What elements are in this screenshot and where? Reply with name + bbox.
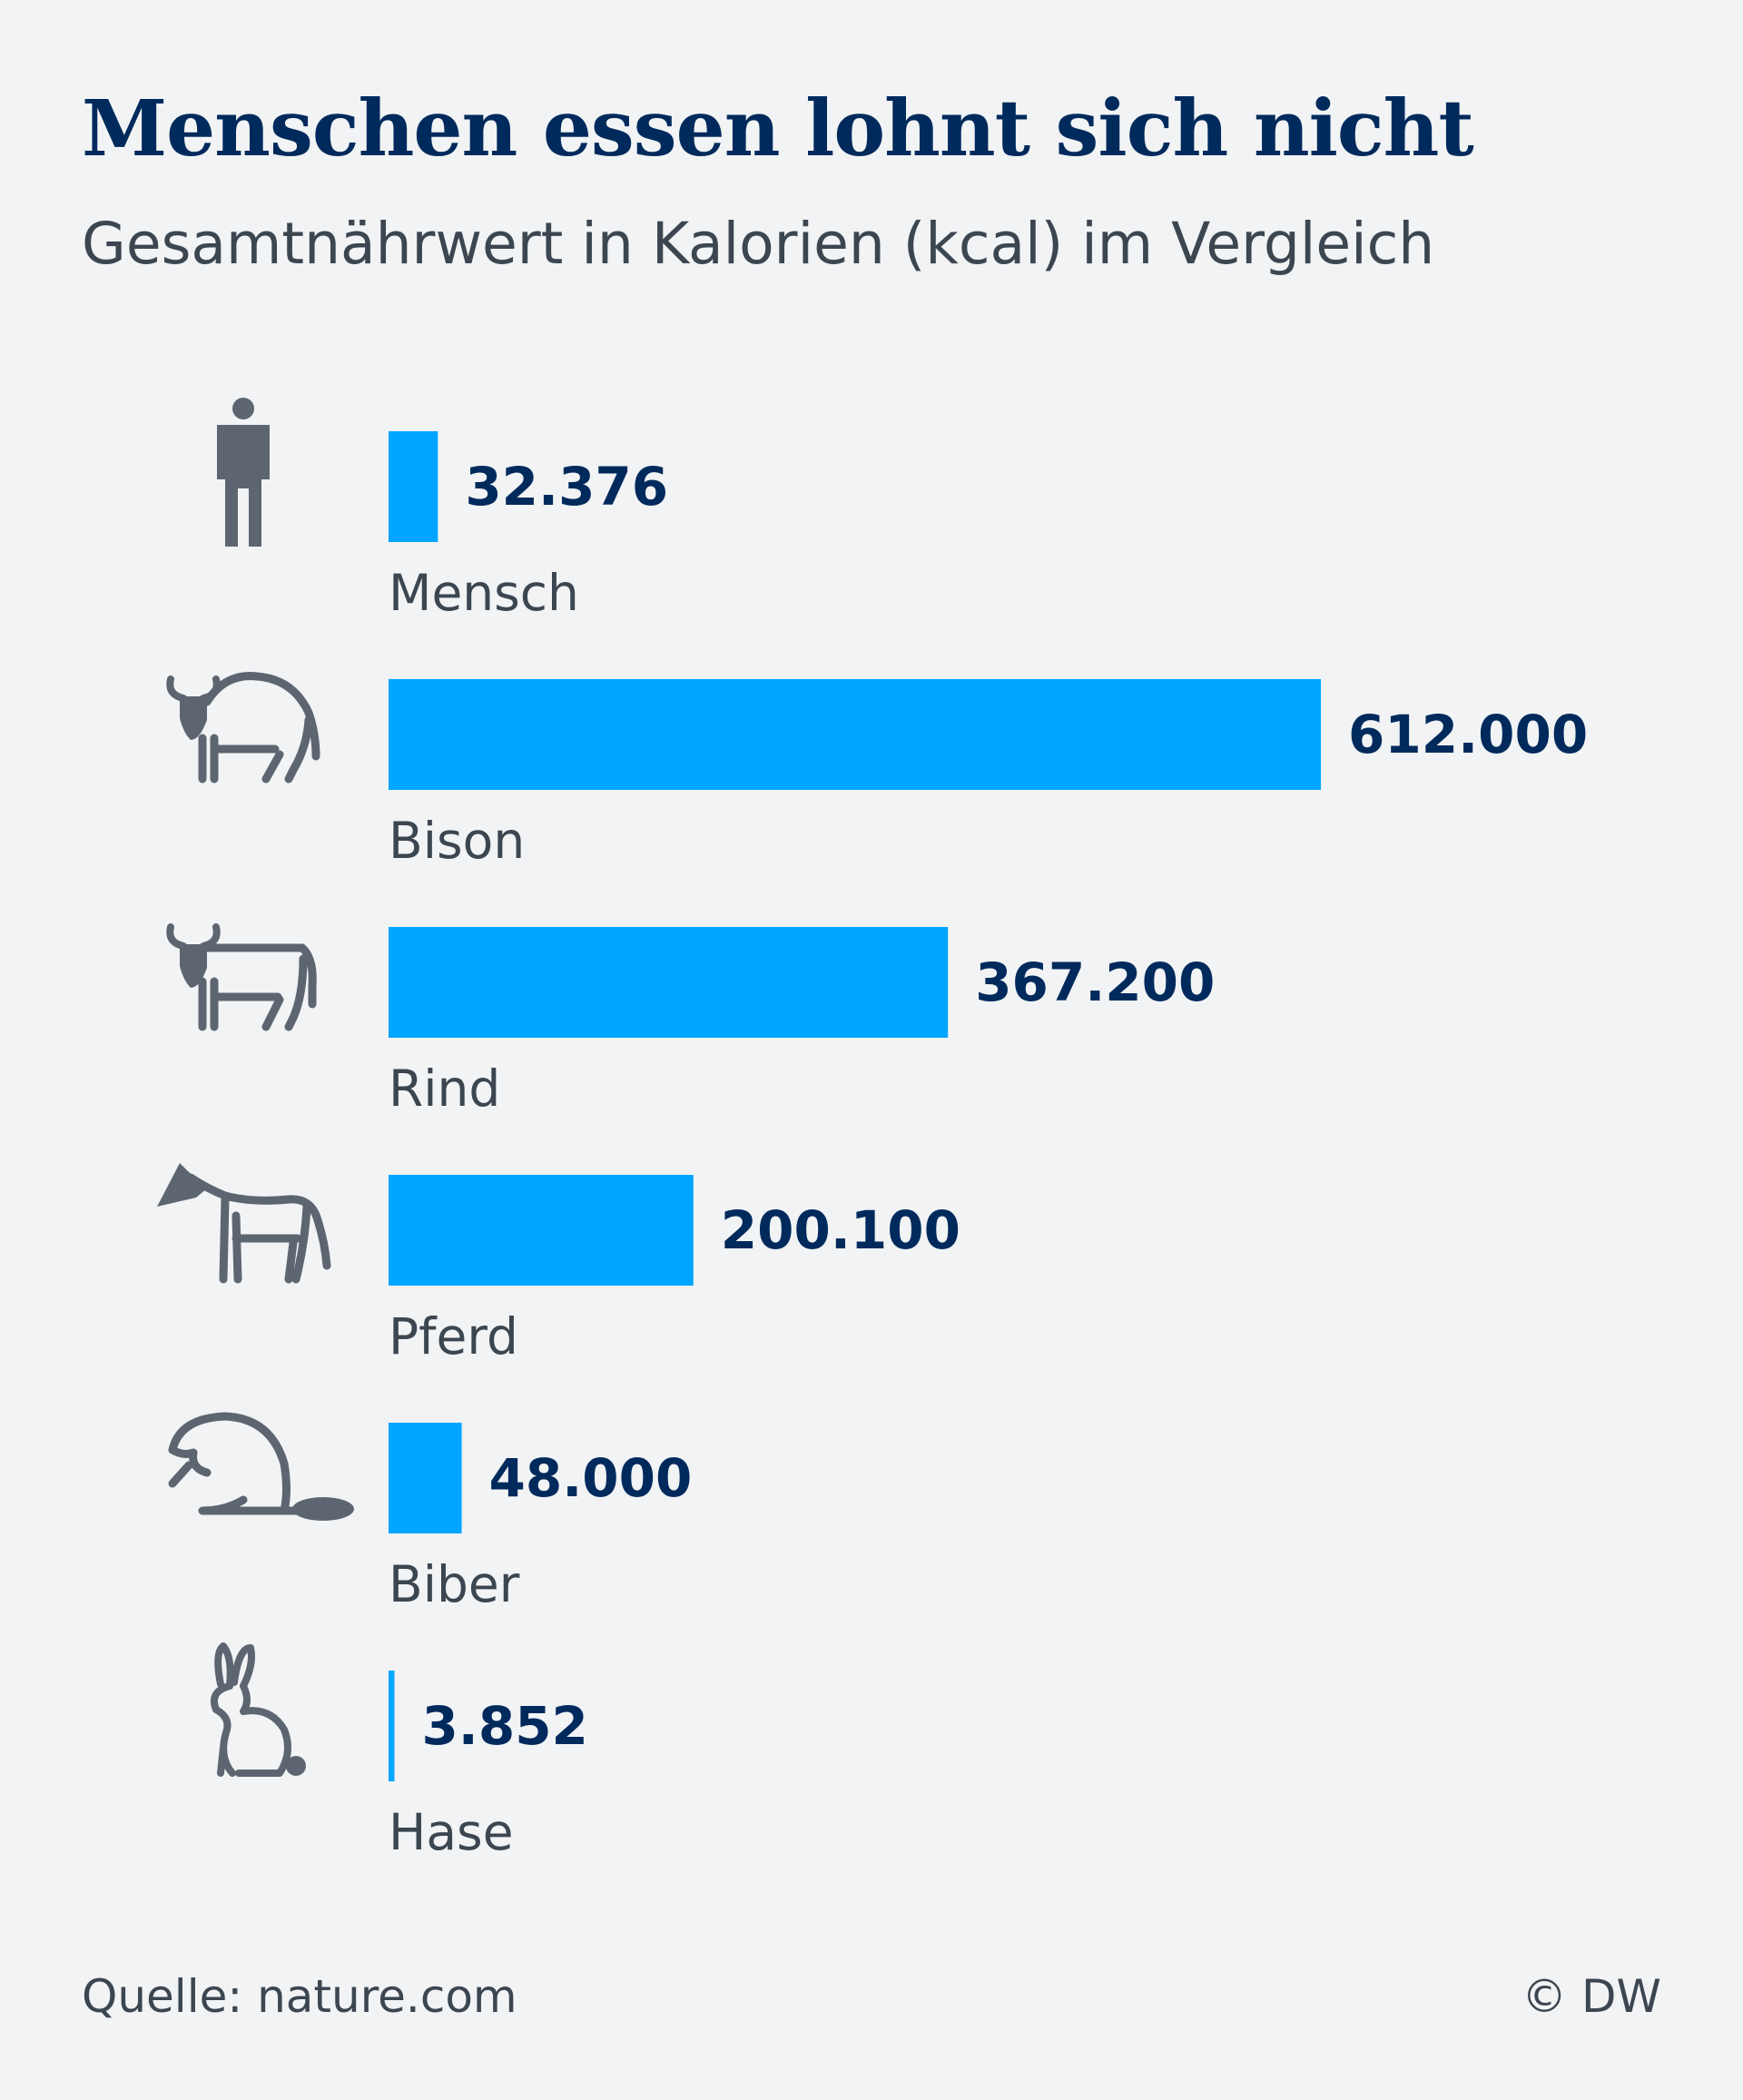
category-label: Bison: [389, 812, 525, 870]
bar-bison: [389, 679, 1321, 790]
cow-icon: [166, 923, 317, 1031]
category-label: Hase: [389, 1803, 514, 1861]
bar-hase: [389, 1671, 395, 1781]
value-label: 32.376: [465, 456, 668, 518]
category-label: Rind: [389, 1060, 500, 1118]
value-label: 48.000: [489, 1447, 693, 1509]
value-label: 3.852: [421, 1695, 587, 1757]
rabbit-icon: [210, 1642, 306, 1777]
chart-subtitle: Gesamtnährwert in Kalorien (kcal) im Ver…: [82, 211, 1435, 277]
bar-mensch: [389, 431, 438, 542]
category-label: Pferd: [389, 1307, 518, 1365]
bar-pferd: [389, 1175, 694, 1286]
value-label: 367.200: [975, 951, 1215, 1013]
person-icon: [217, 398, 270, 547]
value-label: 612.000: [1348, 704, 1588, 765]
category-label: Biber: [389, 1555, 520, 1613]
chart-title: Menschen essen lohnt sich nicht: [82, 84, 1474, 174]
beaver-icon: [168, 1412, 354, 1521]
bar-rind: [389, 927, 949, 1038]
source-note: Quelle: nature.com: [82, 1970, 517, 2023]
bar-biber: [389, 1423, 462, 1533]
horse-icon: [157, 1163, 331, 1284]
category-label: Mensch: [389, 564, 579, 622]
bison-icon: [166, 672, 320, 784]
value-label: 200.100: [721, 1199, 960, 1261]
copyright-credit: © DW: [1521, 1970, 1661, 2023]
